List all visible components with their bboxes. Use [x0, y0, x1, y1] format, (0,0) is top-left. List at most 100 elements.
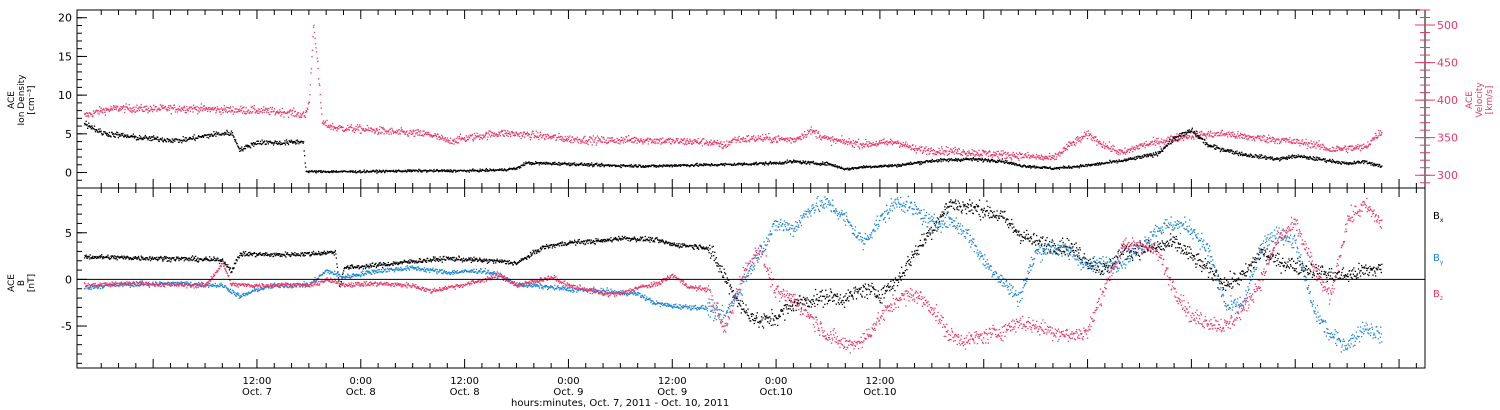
data-point — [173, 140, 175, 142]
data-point — [331, 171, 333, 174]
data-point — [1244, 153, 1246, 155]
data-point — [1077, 138, 1079, 140]
data-point — [561, 139, 563, 141]
data-point — [894, 141, 896, 143]
data-point — [848, 167, 850, 169]
data-point — [474, 138, 476, 140]
data-point — [1204, 134, 1206, 136]
data-point — [863, 165, 865, 167]
data-point — [382, 169, 385, 171]
data-point — [791, 162, 793, 164]
data-point — [671, 138, 673, 141]
data-point — [709, 141, 711, 143]
data-point — [1160, 148, 1162, 150]
data-point — [919, 164, 921, 166]
data-point — [1148, 154, 1150, 156]
data-point — [331, 126, 333, 128]
data-point — [449, 142, 451, 144]
data-point — [198, 107, 200, 109]
data-point — [851, 167, 853, 169]
data-point — [383, 170, 385, 173]
data-point — [1216, 145, 1218, 147]
data-point — [1305, 138, 1307, 141]
data-point — [547, 162, 549, 164]
data-point — [542, 162, 545, 164]
data-point — [1295, 155, 1297, 157]
data-point — [816, 164, 818, 166]
data-point — [397, 170, 399, 172]
data-point — [675, 140, 677, 142]
data-point — [1159, 150, 1161, 153]
data-point — [1316, 144, 1319, 146]
data-point — [157, 136, 159, 138]
data-point — [415, 132, 417, 134]
data-point — [619, 141, 621, 143]
data-point — [567, 138, 569, 140]
data-point — [319, 94, 321, 96]
data-point — [155, 106, 157, 108]
data-point — [1209, 130, 1212, 132]
data-point — [1176, 139, 1178, 141]
data-point — [805, 160, 807, 162]
data-point — [200, 106, 202, 108]
data-point — [1084, 135, 1086, 137]
data-point — [606, 143, 608, 145]
data-point — [280, 115, 282, 117]
data-point — [1273, 159, 1275, 161]
data-point — [951, 149, 953, 151]
data-point — [1015, 163, 1018, 165]
data-point — [877, 144, 879, 146]
data-point — [1246, 138, 1248, 140]
data-point — [388, 133, 390, 135]
data-point — [569, 163, 571, 166]
data-point — [786, 138, 789, 140]
data-point — [744, 141, 746, 143]
data-point — [776, 140, 778, 142]
data-point — [673, 164, 675, 167]
data-point — [380, 171, 383, 174]
data-point — [1361, 147, 1363, 149]
data-point — [952, 151, 954, 154]
data-point — [287, 142, 289, 144]
data-point — [560, 135, 562, 137]
data-point — [954, 159, 956, 161]
data-point — [1285, 137, 1287, 140]
data-point — [913, 148, 915, 150]
data-point — [664, 142, 666, 144]
data-point — [886, 143, 888, 145]
data-point — [890, 138, 892, 140]
data-point — [485, 167, 487, 170]
data-point — [795, 140, 797, 142]
data-point — [621, 139, 623, 141]
data-point — [1346, 148, 1348, 150]
data-point — [244, 148, 247, 150]
data-point — [614, 164, 616, 166]
data-point — [1145, 155, 1147, 157]
data-point — [599, 163, 602, 165]
data-point — [197, 110, 199, 112]
data-point — [476, 132, 478, 134]
data-point — [1339, 149, 1341, 151]
data-point — [86, 115, 88, 117]
data-point — [584, 140, 587, 142]
data-point — [233, 111, 236, 113]
data-point — [91, 113, 93, 115]
data-point — [690, 141, 692, 143]
data-point — [1101, 162, 1104, 164]
data-point — [370, 127, 372, 129]
data-point — [477, 136, 480, 138]
data-point — [229, 106, 232, 108]
data-point — [1111, 150, 1113, 152]
data-point — [1271, 136, 1273, 138]
data-point — [983, 152, 985, 154]
data-point — [544, 133, 547, 136]
data-point — [241, 108, 243, 110]
data-point — [1151, 140, 1154, 142]
data-point — [427, 131, 429, 134]
data-point — [924, 161, 927, 163]
data-point — [193, 107, 195, 109]
data-point — [644, 141, 646, 143]
data-point — [1074, 144, 1076, 147]
data-point — [389, 170, 391, 172]
data-point — [150, 136, 152, 138]
